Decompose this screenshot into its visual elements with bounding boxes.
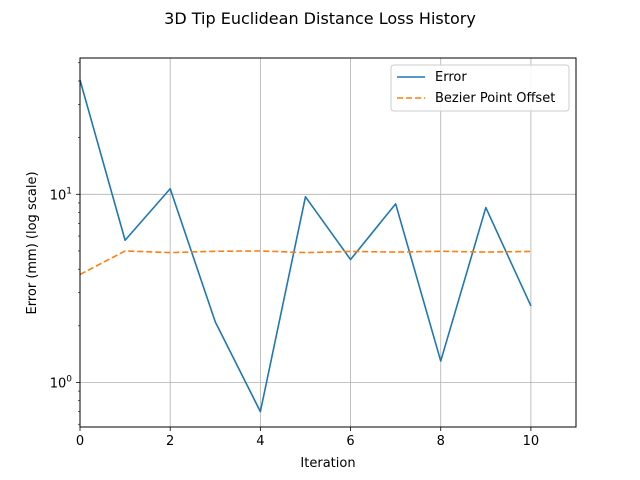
grid xyxy=(79,58,576,427)
series-line-error xyxy=(79,79,532,413)
x-axis-label: Iteration xyxy=(300,456,355,471)
legend-entry-label: Bezier Point Offset xyxy=(435,91,555,106)
x-tick-label: 10 xyxy=(523,434,540,449)
series-group xyxy=(79,79,532,413)
y-axis: 100 101 xyxy=(50,62,80,425)
y-tick-label: 100 xyxy=(50,374,73,391)
x-tick-label: 2 xyxy=(166,434,174,449)
x-tick-label: 0 xyxy=(76,434,84,449)
chart-title: 3D Tip Euclidean Distance Loss History xyxy=(164,9,476,28)
y-axis-label: Error (mm) (log scale) xyxy=(25,171,40,314)
x-tick-label: 6 xyxy=(346,434,354,449)
x-axis: 0 2 4 6 8 10 xyxy=(76,427,539,449)
y-tick-label: 101 xyxy=(50,186,72,203)
plot-frame xyxy=(79,57,577,428)
x-tick-label: 4 xyxy=(256,434,264,449)
legend: Error Bezier Point Offset xyxy=(390,64,570,112)
x-tick-label: 8 xyxy=(437,434,445,449)
legend-entry-label: Error xyxy=(435,70,467,85)
series-line-bezier-point-offset xyxy=(79,250,531,276)
legend-box xyxy=(390,64,570,112)
